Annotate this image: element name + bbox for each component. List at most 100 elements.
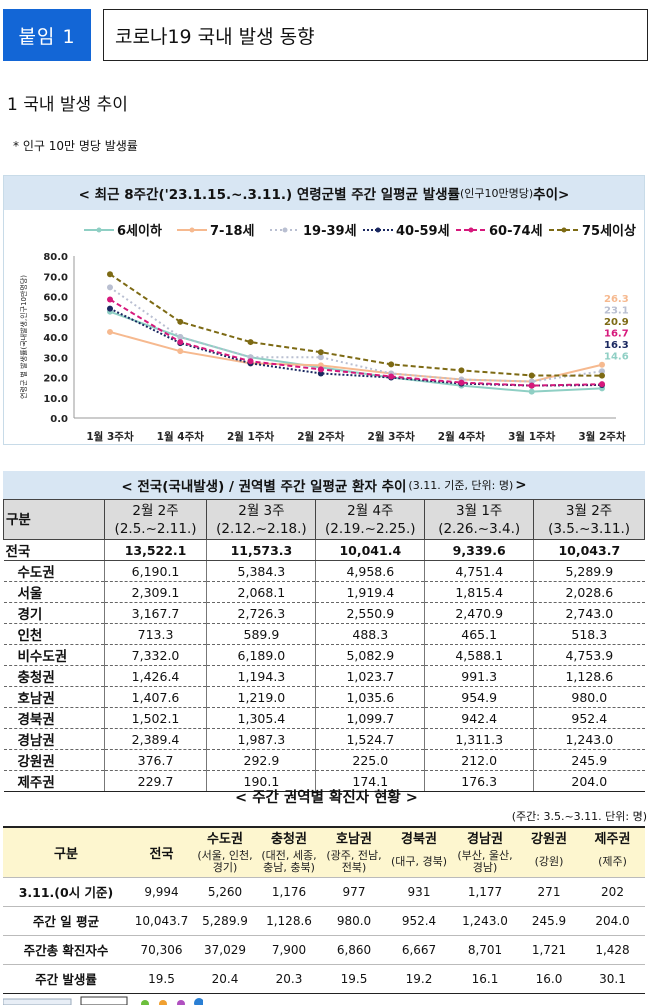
series-line-75세이상	[109, 273, 603, 377]
y-tick-label: 10.0	[43, 394, 68, 405]
data-point-75세이상	[177, 318, 184, 325]
row-label: 3.11.(0시 기준)	[3, 876, 129, 906]
table-cell: 70,306	[129, 934, 194, 964]
table-cell: 2,726.3	[206, 602, 316, 624]
week-range: (2.5.~2.11.)	[114, 520, 197, 537]
table-cell: 9,994	[129, 876, 194, 906]
week-range: (3.5.~3.11.)	[548, 520, 631, 537]
legend-marker-7-18세	[189, 227, 195, 233]
end-value-label: 20.9	[604, 317, 629, 328]
region-subheader: (대구, 경북)	[386, 847, 452, 877]
purple-dot-icon	[177, 1000, 185, 1005]
table-cell: 8,701	[452, 934, 518, 964]
green-dot-icon	[141, 1000, 149, 1005]
table-cell: 229.7	[103, 770, 207, 792]
data-point-60-74세	[177, 339, 184, 346]
week-range: (2.19.~2.25.)	[325, 520, 416, 537]
y-tick-label: 0.0	[50, 414, 68, 425]
table-cell: 2,309.1	[103, 581, 207, 603]
table-header-row: 구분 전국 수도권 충청권 호남권 경북권 경남권 강원권 제주권	[3, 827, 645, 877]
y-tick-label: 80.0	[43, 252, 68, 263]
table-cell: 10,041.4	[315, 539, 425, 561]
table-cell: 1,524.7	[315, 728, 425, 750]
table-cell: 1,721	[518, 934, 580, 964]
table-cell: 212.0	[424, 749, 534, 771]
table-cell: 6,860	[322, 934, 386, 964]
table-cell: 2,389.4	[103, 728, 207, 750]
table-cell: 1,219.0	[206, 686, 316, 708]
region-label: 제주권	[3, 770, 105, 792]
table-cell: 991.3	[424, 665, 534, 687]
region-label: 수도권	[3, 560, 105, 582]
table-row: 주간 일 평균 10,043.7 5,289.9 1,128.6 980.0 952.4 1…	[3, 905, 645, 935]
region-header: 수도권	[194, 827, 256, 847]
end-value-label: 14.6	[604, 352, 629, 363]
table-row: 주간 발생률 19.5 20.4 20.3 19.5 19.2 16.1 16.0 30.1	[3, 963, 645, 994]
table-cell: 190.1	[206, 770, 316, 792]
legend-label: 60-74세	[489, 224, 543, 239]
table-cell: 2,028.6	[533, 581, 645, 603]
series-line-60-74세	[109, 298, 603, 387]
toolbar-box	[80, 996, 128, 1005]
table-cell: 204.0	[533, 770, 645, 792]
week-header: 3월 1주 (2.26.~3.4.)	[424, 499, 535, 540]
week-label: 2월 2주	[132, 502, 179, 519]
x-tick-label: 2월 2주차	[297, 430, 345, 443]
table-cell: 4,751.4	[424, 560, 534, 582]
data-point-19-39세	[317, 354, 324, 361]
table-cell: 1,426.4	[103, 665, 207, 687]
data-point-75세이상	[247, 339, 254, 346]
data-point-40-59세	[107, 305, 113, 312]
y-axis-title: 연령군 별 발생률(국내발생,인구10만명당)	[19, 275, 28, 399]
table-row: 주간총 확진자수 70,306 37,029 7,900 6,860 6,667 8,701…	[3, 934, 645, 964]
legend-marker-19-39세	[282, 227, 288, 233]
table-cell: 5,384.3	[206, 560, 316, 582]
data-point-75세이상	[317, 349, 324, 356]
table-cell: 16.0	[518, 963, 580, 994]
region-subheader: (서울, 인천, 경기)	[194, 847, 256, 877]
region-label: 경남권	[3, 728, 105, 750]
toolbar-tab	[3, 998, 72, 1005]
region-subheader: (대전, 세종, 충남, 충북)	[256, 847, 322, 877]
table-cell: 977	[322, 876, 386, 906]
data-point-60-74세	[458, 379, 465, 386]
table-cell: 1,243.0	[452, 905, 518, 935]
region-label: 비수도권	[3, 644, 105, 666]
week-label: 2월 3주	[238, 502, 285, 519]
x-tick-label: 1월 3주차	[86, 430, 134, 443]
data-point-75세이상	[458, 367, 465, 374]
data-point-60-74세	[599, 381, 605, 388]
table-cell: 1,177	[452, 876, 518, 906]
table-row: 경기 3,167.7 2,726.3 2,550.9 2,470.9 2,743.0	[3, 602, 645, 624]
table-cell: 10,043.7	[533, 539, 645, 561]
week-label: 2월 4주	[347, 502, 394, 519]
x-tick-label: 2월 3주차	[368, 430, 416, 443]
region-label: 경북권	[3, 707, 105, 729]
table-cell: 1,099.7	[315, 707, 425, 729]
orange-dot-icon	[159, 1000, 167, 1005]
region-header: 호남권	[322, 827, 386, 847]
table-cell: 245.9	[518, 905, 580, 935]
y-tick-label: 40.0	[43, 333, 68, 344]
table-cell: 1,194.3	[206, 665, 316, 687]
week-header: 2월 3주 (2.12.~2.18.)	[206, 499, 317, 540]
table-cell: 1,176	[256, 876, 322, 906]
x-tick-label: 3월 1주차	[508, 430, 556, 443]
table-cell: 4,588.1	[424, 644, 534, 666]
table-cell: 30.1	[580, 963, 645, 994]
weekly-region-unit: (주간: 3.5.~3.11. 단위: 명)	[511, 810, 647, 823]
table-row: 비수도권 7,332.0 6,189.0 5,082.9 4,588.1 4,753.9	[3, 644, 645, 666]
y-tick-label: 30.0	[43, 353, 68, 364]
table-cell: 11,573.3	[206, 539, 316, 561]
table-row: 강원권 376.7 292.9 225.0 212.0 245.9	[3, 749, 645, 771]
end-value-label: 16.7	[604, 329, 629, 340]
region-label: 전국	[3, 539, 105, 561]
regional-trend-title-tail: >	[515, 477, 527, 493]
legend-marker-6세이하	[96, 227, 102, 233]
end-value-label: 16.3	[604, 340, 629, 351]
legend-label: 40-59세	[396, 224, 450, 239]
table-cell: 376.7	[103, 749, 207, 771]
series-line-40-59세	[109, 307, 603, 387]
table-cell: 19.5	[322, 963, 386, 994]
table-cell: 1,311.3	[424, 728, 534, 750]
